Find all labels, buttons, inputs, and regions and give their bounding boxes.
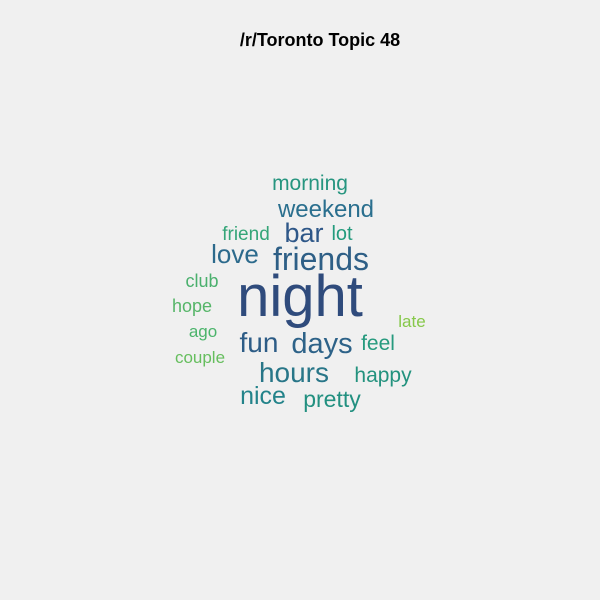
chart-title: /r/Toronto Topic 48 [239,30,401,50]
word-late: late [398,312,425,331]
word-night: night [237,264,363,329]
word-hours: hours [259,357,329,388]
word-fun: fun [240,327,279,358]
word-love: love [211,239,259,269]
word-lot: lot [331,223,353,245]
word-nice: nice [240,382,286,410]
word-club: club [185,271,218,291]
word-ago: ago [189,322,217,341]
word-bar: bar [284,218,323,248]
word-feel: feel [361,332,395,355]
word-pretty: pretty [303,386,361,412]
word-friend: friend [222,224,270,245]
word-couple: couple [175,348,225,367]
word-days: days [291,328,352,360]
word-hope: hope [172,296,212,316]
word-friends: friends [273,241,369,277]
word-weekend: weekend [277,196,374,223]
word-happy: happy [354,364,412,387]
word-morning: morning [272,172,348,195]
